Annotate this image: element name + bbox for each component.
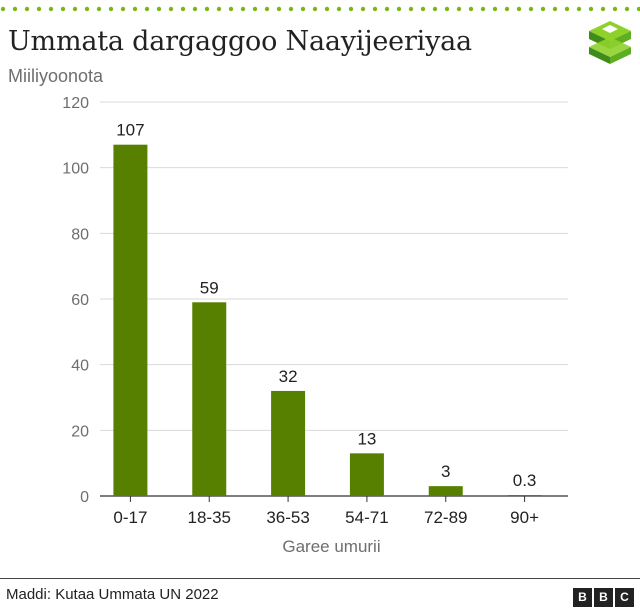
bar	[271, 390, 306, 496]
decorative-dot	[180, 6, 186, 12]
chart-subtitle: Miiliyoonota	[8, 66, 104, 86]
decorative-dot	[132, 6, 138, 12]
decorative-dot	[324, 6, 330, 12]
decorative-dot	[192, 6, 198, 12]
decorative-dot	[168, 6, 174, 12]
bbc-logo-letter: B	[573, 588, 592, 607]
decorative-dot	[360, 6, 366, 12]
chart-title: Ummata dargaggoo Naayijeeriyaa	[8, 26, 472, 57]
decorative-dot	[384, 6, 390, 12]
x-tick-label: 90+	[510, 508, 539, 527]
decorative-dot	[516, 6, 522, 12]
x-tick-label: 72-89	[424, 508, 467, 527]
decorative-dot	[84, 6, 90, 12]
x-tick-label: 0-17	[113, 508, 147, 527]
decorative-dot	[504, 6, 510, 12]
decorative-dot	[276, 6, 282, 12]
decorative-dot	[228, 6, 234, 12]
decorative-dot	[408, 6, 414, 12]
decorative-dot	[144, 6, 150, 12]
decorative-dot-rule	[0, 6, 640, 12]
decorative-dot	[288, 6, 294, 12]
bar-value-label: 3	[441, 462, 450, 481]
decorative-dot	[468, 6, 474, 12]
x-tick-label: 18-35	[188, 508, 231, 527]
decorative-dot	[24, 6, 30, 12]
decorative-dot	[636, 6, 640, 12]
decorative-dot	[480, 6, 486, 12]
decorative-dot	[552, 6, 558, 12]
decorative-dot	[420, 6, 426, 12]
bar-value-label: 0.3	[513, 471, 537, 490]
decorative-dot	[72, 6, 78, 12]
decorative-dot	[456, 6, 462, 12]
x-tick-label: 36-53	[266, 508, 309, 527]
decorative-dot	[588, 6, 594, 12]
x-axis-label: Garee umurii	[282, 537, 380, 556]
bar-value-label: 107	[116, 121, 144, 140]
decorative-dot	[216, 6, 222, 12]
decorative-dot	[576, 6, 582, 12]
decorative-dot	[12, 6, 18, 12]
decorative-dot	[300, 6, 306, 12]
y-tick-label: 20	[71, 423, 89, 440]
bbc-stacked-blocks-icon	[589, 21, 631, 64]
decorative-dot	[108, 6, 114, 12]
decorative-dot	[0, 6, 6, 12]
y-tick-label: 40	[71, 358, 89, 375]
decorative-dot	[264, 6, 270, 12]
bar	[192, 302, 227, 496]
decorative-dot	[624, 6, 630, 12]
bbc-logo-letter: B	[594, 588, 613, 607]
bar-chart: 0 20 40 60 80 100 120 107 0-17 59 18-35 32 36-53 13 54…	[62, 95, 568, 556]
decorative-dot	[444, 6, 450, 12]
bbc-logo-letter: C	[615, 588, 634, 607]
bar-value-label: 32	[279, 367, 298, 386]
decorative-dot	[156, 6, 162, 12]
decorative-dot	[432, 6, 438, 12]
decorative-dot	[540, 6, 546, 12]
y-tick-label: 120	[62, 95, 89, 112]
decorative-dot	[372, 6, 378, 12]
decorative-dot	[252, 6, 258, 12]
bbc-logo: B B C	[573, 588, 634, 607]
decorative-dot	[312, 6, 318, 12]
bar	[113, 144, 148, 496]
bar	[428, 486, 463, 496]
decorative-dot	[96, 6, 102, 12]
source-note: Maddi: Kutaa Ummata UN 2022	[6, 586, 219, 603]
decorative-dot	[60, 6, 66, 12]
bar-value-label: 13	[357, 429, 376, 448]
y-tick-label: 80	[71, 226, 89, 243]
decorative-dot	[600, 6, 606, 12]
bar-value-label: 59	[200, 278, 219, 297]
decorative-dot	[348, 6, 354, 12]
y-tick-label: 60	[71, 292, 89, 309]
decorative-dot	[36, 6, 42, 12]
y-tick-label: 100	[62, 161, 89, 178]
decorative-dot	[336, 6, 342, 12]
footer-divider	[0, 578, 640, 579]
decorative-dot	[240, 6, 246, 12]
decorative-dot	[528, 6, 534, 12]
bar	[349, 453, 384, 496]
decorative-dot	[564, 6, 570, 12]
x-tick-label: 54-71	[345, 508, 388, 527]
decorative-dot	[612, 6, 618, 12]
y-tick-label: 0	[80, 489, 89, 506]
decorative-dot	[492, 6, 498, 12]
bar	[507, 495, 542, 497]
decorative-dot	[204, 6, 210, 12]
decorative-dot	[48, 6, 54, 12]
decorative-dot	[120, 6, 126, 12]
decorative-dot	[396, 6, 402, 12]
